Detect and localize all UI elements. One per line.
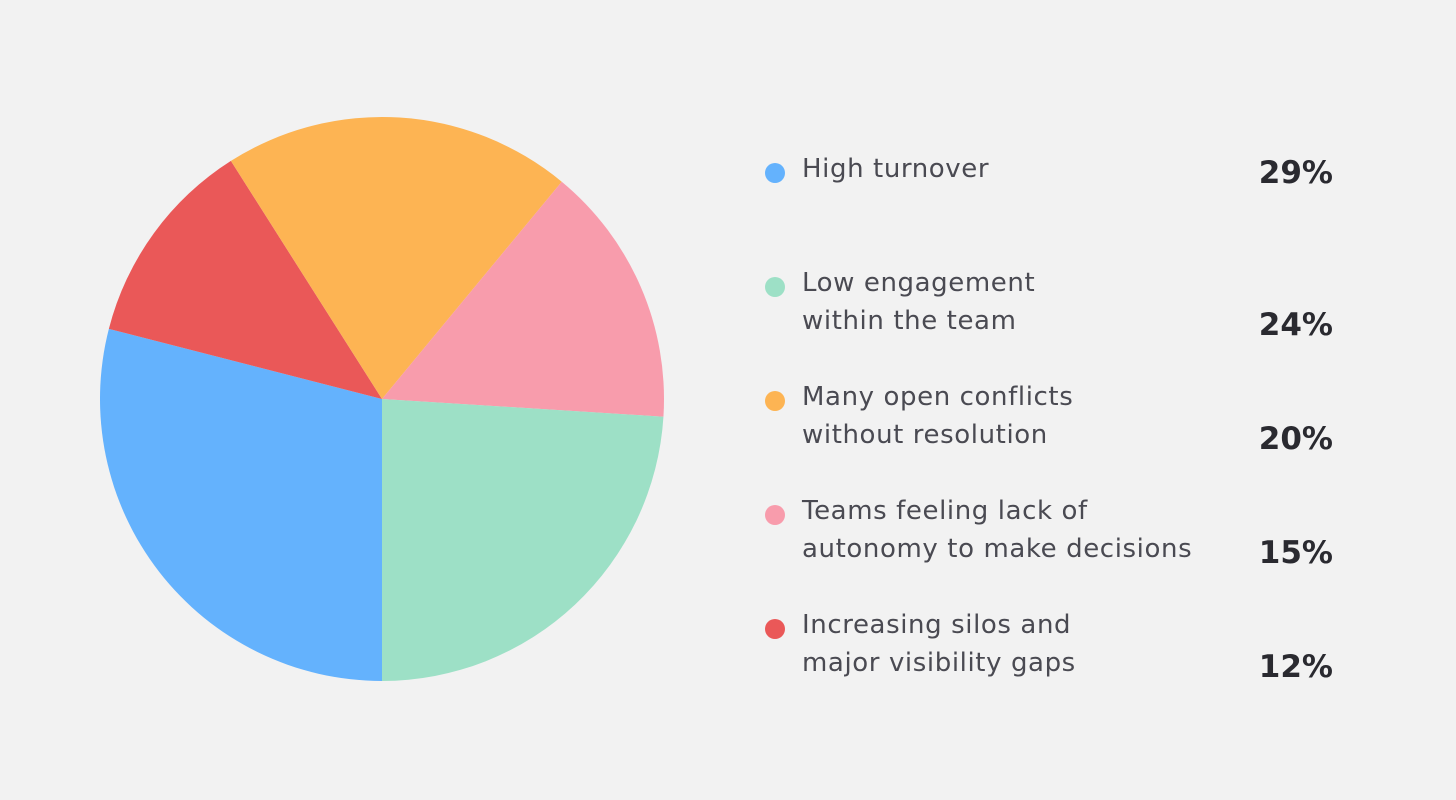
legend-item-open-conflicts: Many open conflicts without resolution 2… — [765, 378, 1335, 492]
legend-swatch — [765, 619, 785, 639]
legend-value: 24% — [1258, 307, 1333, 343]
legend-value: 12% — [1258, 649, 1333, 685]
legend-swatch — [765, 277, 785, 297]
pie-slice — [99, 328, 382, 681]
pie-slice — [230, 117, 562, 399]
legend-value: 29% — [1258, 155, 1333, 191]
legend-swatch — [765, 391, 785, 411]
legend-item-silos: Increasing silos and major visibility ga… — [765, 606, 1335, 720]
legend-label: High turnover — [802, 154, 990, 184]
legend: High turnover 29% Low engagement within … — [765, 150, 1335, 720]
legend-item-low-engagement: Low engagement within the team 24% — [765, 264, 1335, 378]
legend-label: Teams feeling lack of autonomy to make d… — [802, 496, 1193, 564]
legend-item-lack-of-autonomy: Teams feeling lack of autonomy to make d… — [765, 492, 1335, 606]
legend-value: 20% — [1258, 421, 1333, 457]
pie-slice — [382, 181, 664, 417]
legend-item-high-turnover: High turnover 29% — [765, 150, 1335, 264]
pie-slice — [382, 399, 664, 681]
legend-swatch — [765, 163, 785, 183]
legend-label: Increasing silos and major visibility ga… — [802, 610, 1076, 678]
legend-label: Low engagement within the team — [802, 268, 1036, 336]
legend-value: 15% — [1258, 535, 1333, 571]
legend-label: Many open conflicts without resolution — [802, 382, 1074, 450]
legend-swatch — [765, 505, 785, 525]
pie-slice — [108, 160, 382, 399]
